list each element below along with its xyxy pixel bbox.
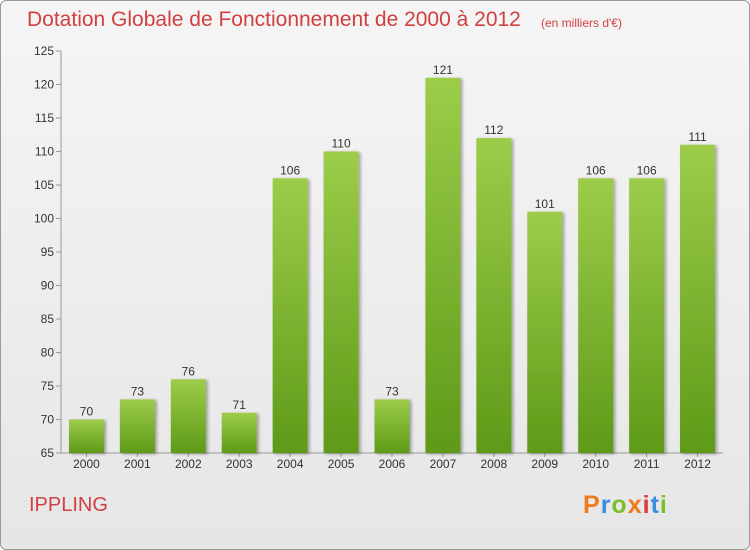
x-tick-label-2002: 2002 <box>175 457 202 471</box>
logo-letter: t <box>650 491 660 519</box>
bar-2010 <box>578 178 614 454</box>
x-tick-label-2000: 2000 <box>73 457 100 471</box>
commune-name: IPPLING <box>29 494 108 516</box>
chart-unit: (en milliers d'€) <box>541 16 622 30</box>
y-tick-label: 115 <box>35 111 54 125</box>
x-tick-label-2004: 2004 <box>277 457 304 471</box>
bar-2002 <box>170 379 206 453</box>
bar-2012 <box>680 144 716 454</box>
bar-2011 <box>629 178 665 454</box>
y-tick-label: 80 <box>41 346 55 360</box>
data-label-2007: 121 <box>433 63 453 77</box>
bar-2006 <box>374 399 410 453</box>
bar-2008 <box>476 138 512 453</box>
logo-letter: o <box>611 491 628 519</box>
data-label-2012: 111 <box>688 130 707 144</box>
data-label-2004: 106 <box>280 163 300 177</box>
bar-2000 <box>68 419 104 453</box>
data-label-2000: 70 <box>80 405 94 419</box>
bar-2004 <box>272 178 308 454</box>
x-tick-label-2008: 2008 <box>480 457 507 471</box>
logo-letter: P <box>583 491 601 519</box>
chart-title: Dotation Globale de Fonctionnement de 20… <box>27 8 521 31</box>
data-label-2002: 76 <box>182 364 196 378</box>
y-tick-label: 90 <box>41 279 55 293</box>
data-label-2010: 106 <box>586 163 606 177</box>
x-tick-label-2001: 2001 <box>124 457 151 471</box>
data-label-2009: 101 <box>535 197 555 211</box>
y-tick-label: 110 <box>35 145 54 159</box>
data-label-2001: 73 <box>131 384 145 398</box>
data-label-2005: 110 <box>332 137 351 151</box>
x-tick-label-2010: 2010 <box>582 457 609 471</box>
y-tick-label: 65 <box>41 446 55 460</box>
logo-letter: r <box>600 491 612 519</box>
y-tick-label: 75 <box>41 379 55 393</box>
bar-2007 <box>425 77 461 454</box>
x-tick-label-2011: 2011 <box>634 457 660 471</box>
x-tick-label-2003: 2003 <box>226 457 253 471</box>
logo-letter: x <box>627 491 643 519</box>
data-label-2011: 106 <box>637 163 657 177</box>
y-tick-label: 120 <box>34 78 54 92</box>
y-tick-label: 105 <box>34 178 54 192</box>
data-label-2006: 73 <box>385 384 399 398</box>
data-labels: 70 73 76 71 106 110 73 121 112 101 106 106 111 <box>80 63 707 419</box>
bar-2003 <box>221 412 257 453</box>
x-tick-label-2005: 2005 <box>328 457 355 471</box>
bar-2009 <box>527 211 563 453</box>
x-tick-label-2012: 2012 <box>684 457 711 471</box>
y-tick-label: 100 <box>34 212 54 226</box>
bar-2001 <box>119 399 155 453</box>
bars <box>68 77 716 454</box>
data-label-2008: 112 <box>484 123 503 137</box>
proxiti-logo: Proxiti <box>583 491 668 520</box>
y-tick-label: 70 <box>41 413 55 427</box>
y-tick-label: 95 <box>41 245 55 259</box>
y-tick-label: 125 <box>34 44 54 58</box>
y-tick-label: 85 <box>41 312 55 326</box>
x-tick-label-2007: 2007 <box>430 457 457 471</box>
bar-2005 <box>323 151 359 453</box>
logo-letter: i <box>642 491 651 519</box>
x-tick-label-2006: 2006 <box>379 457 406 471</box>
logo-letter: i <box>659 491 668 519</box>
data-label-2003: 71 <box>233 398 247 412</box>
x-tick-label-2009: 2009 <box>531 457 558 471</box>
